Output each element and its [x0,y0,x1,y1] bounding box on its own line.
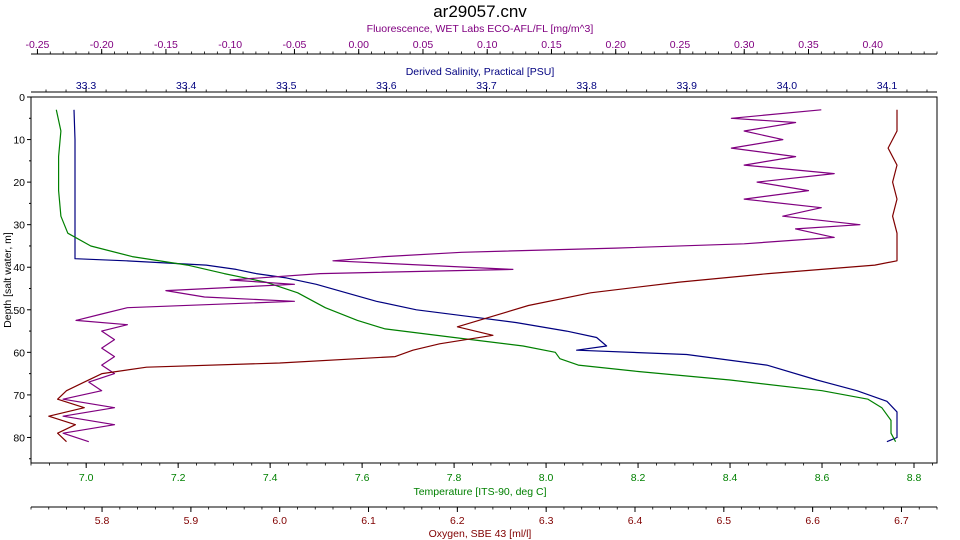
salinity-tick-label: 33.7 [476,80,497,92]
temperature-tick-label: 7.6 [355,472,370,484]
temperature-tick-label: 7.8 [447,472,462,484]
fluorescence-tick-label: -0.15 [154,39,178,51]
salinity-tick-label: 33.6 [376,80,397,92]
fluorescence-tick-label: 0.25 [670,39,691,51]
oxygen-tick-label: 6.1 [361,515,376,527]
oxygen-tick-label: 6.6 [805,515,820,527]
y-tick-label: 50 [13,305,25,317]
oxygen-tick-label: 5.8 [95,515,110,527]
temperature-axis-title: Temperature [ITS-90, deg C] [413,486,546,498]
y-axis-label: Depth [salt water, m] [2,232,14,328]
salinity-tick-label: 33.3 [76,80,97,92]
fluorescence-tick-label: -0.10 [218,39,242,51]
oxygen-tick-label: 6.5 [717,515,732,527]
temperature-tick-label: 8.2 [631,472,646,484]
salinity-tick-label: 33.9 [677,80,698,92]
y-tick-label: 0 [19,92,25,104]
y-tick-label: 80 [13,432,25,444]
salinity-profile-line [73,109,898,443]
oxygen-tick-label: 6.2 [450,515,465,527]
temperature-tick-label: 7.4 [263,472,278,484]
y-tick-label: 60 [13,347,25,359]
temperature-tick-label: 8.6 [815,472,830,484]
salinity-tick-label: 34.1 [877,80,898,92]
fluorescence-tick-label: 0.15 [541,39,562,51]
salinity-tick-label: 33.5 [276,80,297,92]
axes-layer: 0 10 20 30 40 50 60 70 80 -0.25 -0.20 -0.15 -0.10 -0.… [13,23,938,540]
oxygen-tick-label: 6.7 [894,515,909,527]
fluorescence-tick-label: 0.30 [734,39,755,51]
oxygen-axis-title: Oxygen, SBE 43 [ml/l] [429,528,532,540]
fluorescence-tick-label: 0.35 [798,39,819,51]
fluorescence-tick-label: -0.25 [25,39,49,51]
oxygen-profile-line [48,109,898,443]
oxygen-tick-label: 6.4 [628,515,643,527]
fluorescence-tick-label: -0.05 [282,39,306,51]
fluorescence-axis-title: Fluorescence, WET Labs ECO-AFL/FL [mg/m^… [367,23,594,35]
oxygen-tick-label: 6.3 [539,515,554,527]
salinity-tick-label: 33.8 [576,80,597,92]
y-tick-label: 70 [13,390,25,402]
fluorescence-profile-line [62,109,861,443]
temperature-profile-line [55,109,897,442]
chart-title: ar29057.cnv [433,2,527,21]
salinity-tick-label: 33.4 [176,80,197,92]
salinity-axis-title: Derived Salinity, Practical [PSU] [406,66,555,78]
temperature-tick-label: 7.0 [79,472,94,484]
oxygen-tick-label: 5.9 [184,515,199,527]
temperature-tick-label: 8.0 [539,472,554,484]
oxygen-tick-label: 6.0 [272,515,287,527]
fluorescence-tick-label: -0.20 [90,39,114,51]
fluorescence-tick-label: 0.20 [606,39,627,51]
fluorescence-tick-label: 0.40 [863,39,884,51]
y-tick-label: 10 [13,135,25,147]
y-tick-label: 40 [13,262,25,274]
y-tick-label: 30 [13,220,25,232]
fluorescence-tick-label: 0.00 [348,39,369,51]
fluorescence-tick-label: 0.10 [477,39,498,51]
salinity-tick-label: 34.0 [777,80,798,92]
fluorescence-tick-label: 0.05 [413,39,434,51]
y-tick-label: 20 [13,177,25,189]
temperature-tick-label: 8.8 [907,472,922,484]
plot-area [30,96,938,464]
series-layer [48,109,898,443]
temperature-tick-label: 7.2 [171,472,186,484]
temperature-tick-label: 8.4 [723,472,738,484]
